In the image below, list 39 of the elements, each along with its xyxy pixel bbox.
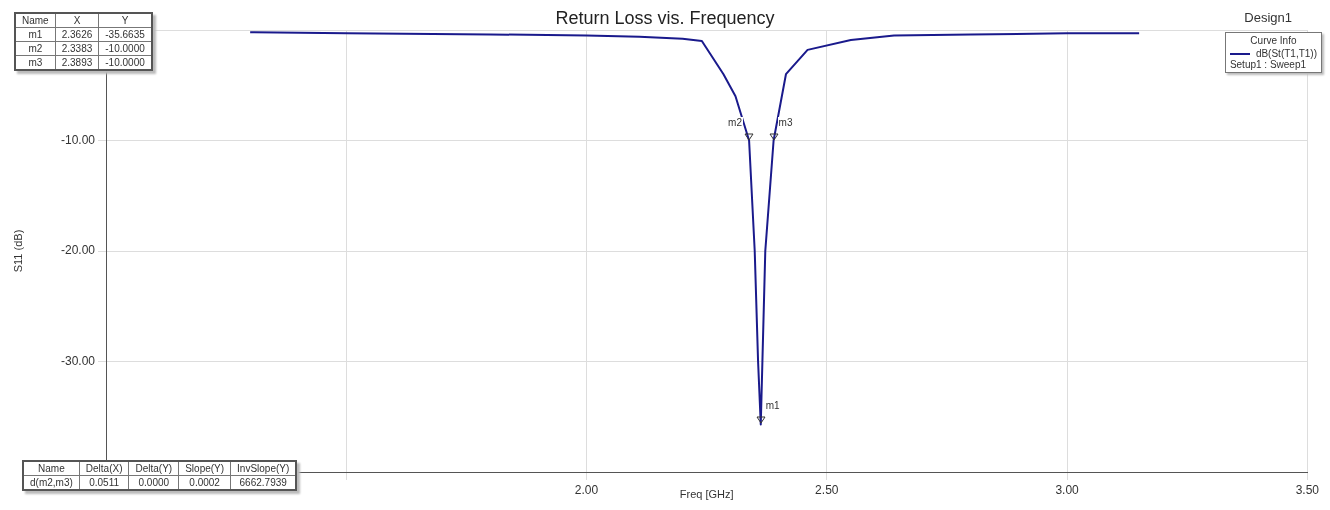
annotation: Delta(X): [79, 461, 129, 476]
x-tick-label: 2.00: [574, 482, 599, 497]
text: Y: [98, 13, 152, 28]
annotation: m1: [764, 400, 781, 413]
text: m3: [15, 55, 56, 70]
text: 6662.7939: [230, 475, 297, 490]
text: 0.0000: [128, 475, 179, 490]
text: 2.3383: [55, 41, 99, 56]
text: 2.3893: [55, 55, 99, 70]
text: Design1: [1244, 10, 1292, 25]
text: m2: [15, 41, 56, 56]
legend-title: Curve Info: [1249, 35, 1298, 46]
annotation: m2: [727, 116, 743, 129]
y-axis-title: S11 (dB): [11, 229, 24, 273]
y-tick-label: -20.00: [60, 243, 96, 258]
text: 0.0511: [79, 475, 129, 490]
text: m1: [15, 27, 56, 42]
y-tick-label: -10.00: [60, 132, 96, 147]
annotation: -35.6635: [98, 27, 152, 42]
x-tick-label: 3.00: [1055, 482, 1080, 497]
text: Name: [23, 461, 80, 476]
annotation: Slope(Y): [178, 461, 231, 476]
y-tick-label: -30.00: [60, 353, 96, 368]
text: Name: [15, 13, 56, 28]
text: 0.0002: [178, 475, 231, 490]
text: d(m2,m3): [23, 475, 80, 490]
text: X: [55, 13, 99, 28]
annotation: m3: [777, 116, 794, 129]
x-tick-label: 3.50: [1295, 482, 1320, 497]
annotation: Setup1 : Sweep1: [1229, 59, 1307, 70]
annotation: -10.0000: [98, 55, 152, 70]
x-axis-title: Freq [GHz]: [679, 488, 734, 501]
annotation: Delta(Y): [128, 461, 179, 476]
x-tick-label: 2.50: [815, 482, 839, 497]
annotation: InvSlope(Y): [230, 461, 297, 476]
chart-title: Return Loss vis. Frequency: [555, 8, 775, 28]
legend-label: dB(St(T1,T1)): [1255, 48, 1317, 59]
annotation: -10.0000: [98, 41, 152, 56]
text: 2.3626: [55, 27, 99, 42]
